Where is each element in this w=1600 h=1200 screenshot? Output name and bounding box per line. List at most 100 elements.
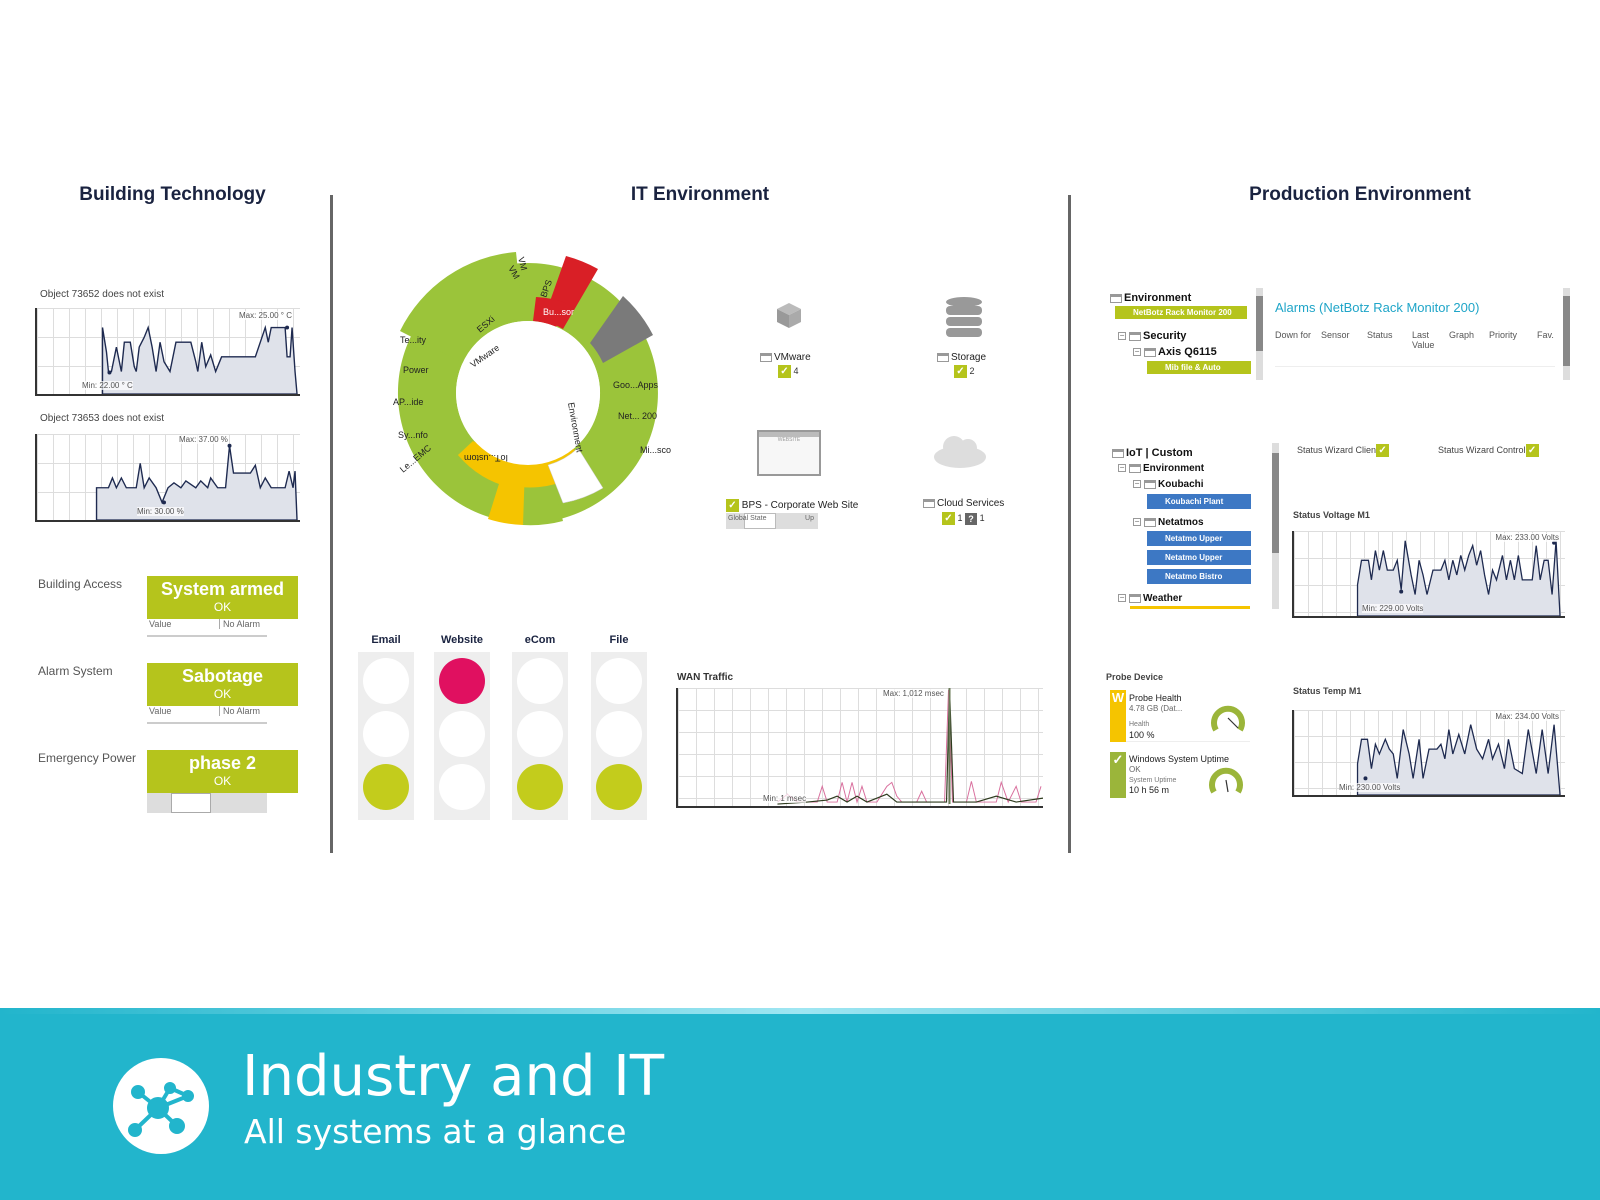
svg-text:Te...ity: Te...ity <box>400 335 427 345</box>
traffic-light-file[interactable] <box>591 652 647 820</box>
cloud-services-tile[interactable]: Cloud Services <box>923 498 1004 509</box>
banner-title: Industry and IT <box>242 1044 665 1109</box>
emergency-power-status[interactable]: phase 2 OK <box>147 750 298 793</box>
probe-value: 10 h 56 m <box>1129 785 1170 795</box>
group-icon <box>1110 293 1122 303</box>
check-icon: ✓ <box>726 499 739 512</box>
group-icon <box>923 498 935 508</box>
alarm-system-status[interactable]: Sabotage OK <box>147 663 298 706</box>
tile-label: Storage <box>951 352 987 363</box>
sensor-netatmo-upper[interactable]: Netatmo Upper <box>1147 550 1251 565</box>
storage-tile[interactable]: Storage <box>937 352 986 363</box>
tile-label: Cloud Services <box>937 498 1005 509</box>
alarms-title: Alarms (NetBotz Rack Monitor 200) <box>1275 300 1480 315</box>
traffic-light-label: Website <box>441 634 483 646</box>
vmware-cube-icon <box>774 300 814 332</box>
status-subrow: Value No Alarm <box>147 619 267 637</box>
banner-subtitle: All systems at a glance <box>244 1112 627 1151</box>
column-header: Priority <box>1489 330 1518 340</box>
chart-min-label: Min: 229.00 Volts <box>1362 604 1424 613</box>
check-icon: ✓ <box>1525 444 1539 457</box>
vmware-ok-count: ✓ 4 <box>778 365 799 378</box>
cloud-icon <box>932 433 988 474</box>
windows-uptime-item[interactable]: ✓ Windows System Uptime OK System Uptime… <box>1110 752 1250 804</box>
check-icon: ✓ <box>1376 444 1390 457</box>
tree-node-iot-custom[interactable]: IoT | Custom <box>1112 447 1193 459</box>
subrow-col2: No Alarm <box>219 619 260 629</box>
traffic-light-email[interactable] <box>358 652 414 820</box>
wan-traffic-title: WAN Traffic <box>677 672 734 683</box>
group-icon <box>1129 463 1141 473</box>
production-environment-title: Production Environment <box>1249 184 1471 205</box>
building-access-status[interactable]: System armed OK <box>147 576 298 619</box>
tree-node-koubachi[interactable]: − Koubachi <box>1133 479 1204 490</box>
chart-max-label: Max: 37.00 % <box>179 435 228 444</box>
tree-scrollbar[interactable] <box>1256 288 1263 380</box>
tree-node-netatmos[interactable]: − Netatmos <box>1133 517 1204 528</box>
ok-badge: ✓ <box>1110 752 1126 798</box>
svg-text:Mi...sco: Mi...sco <box>640 445 671 455</box>
traffic-light-ecom[interactable] <box>512 652 568 820</box>
sensor-netatmo-bistro[interactable]: Netatmo Bistro <box>1147 569 1251 584</box>
status-state: OK <box>213 687 232 701</box>
group-icon <box>1112 448 1124 458</box>
corporate-website-tile[interactable]: ✓ BPS - Corporate Web Site <box>726 499 858 512</box>
column-header: Status <box>1367 330 1393 340</box>
status-subrow: Value No Alarm <box>147 706 267 724</box>
alarm-system-label: Alarm System <box>38 664 113 678</box>
tree-node-environment[interactable]: Environment <box>1110 292 1191 304</box>
status-value: Sabotage <box>181 666 264 686</box>
svg-text:Bu...sor: Bu...sor <box>543 307 574 317</box>
column-divider <box>1068 195 1071 853</box>
network-logo-icon <box>113 1058 209 1154</box>
subrow-col1: Value <box>149 619 172 629</box>
voltage-chart[interactable]: Max: 233.00 Volts Min: 229.00 Volts <box>1292 531 1565 618</box>
group-icon <box>1129 593 1141 603</box>
svg-text:AP...ide: AP...ide <box>393 397 423 407</box>
group-icon <box>760 352 772 362</box>
chart-caption: Object 73653 does not exist <box>40 413 164 424</box>
sensor-netatmo-upper[interactable]: Netatmo Upper <box>1147 531 1251 546</box>
unknown-icon: ? <box>965 512 978 525</box>
probe-name: Windows System Uptime <box>1129 754 1230 764</box>
wan-traffic-chart[interactable]: Max: 1,012 msec Min: 1 msec <box>676 688 1043 808</box>
probe-value: 100 % <box>1129 730 1155 740</box>
chart-caption: Object 73652 does not exist <box>40 289 164 300</box>
iot-scrollbar[interactable] <box>1272 443 1279 609</box>
subrow-col2: No Alarm <box>219 706 260 716</box>
humidity-chart[interactable]: Max: 37.00 % Min: 30.00 % <box>35 434 300 522</box>
website-browser-icon: WEBSITE <box>757 430 821 476</box>
chart-min-label: Min: 22.00 ° C <box>82 381 133 390</box>
weather-bar <box>1130 606 1250 609</box>
check-icon: ✓ <box>942 512 955 525</box>
group-icon <box>1144 517 1156 527</box>
sensor-koubachi-plant[interactable]: Koubachi Plant <box>1147 494 1251 509</box>
vmware-tile[interactable]: VMware <box>760 352 811 363</box>
building-access-label: Building Access <box>38 577 123 591</box>
chart-min-label: Min: 230.00 Volts <box>1339 783 1401 792</box>
chart-max-label: Max: 234.00 Volts <box>1495 712 1559 721</box>
temperature-chart[interactable]: Max: 25.00 ° C Min: 22.00 ° C <box>35 308 300 396</box>
sunburst-chart[interactable]: VMware ESXi VM VM BPS Bu...sor Power AP.… <box>380 238 680 558</box>
alarms-scrollbar[interactable] <box>1563 288 1570 380</box>
traffic-light-label: eCom <box>524 634 556 646</box>
voltage-title: Status Voltage M1 <box>1293 510 1370 520</box>
check-icon: ✓ <box>954 365 967 378</box>
tree-node-environment[interactable]: − Environment <box>1118 463 1205 474</box>
tree-node-weather[interactable]: − Weather <box>1118 593 1183 604</box>
traffic-light-website[interactable] <box>434 652 490 820</box>
temp-chart[interactable]: Max: 234.00 Volts Min: 230.00 Volts <box>1292 710 1565 797</box>
status-wizard-control: Status Wizard Control ✓ <box>1438 444 1539 457</box>
check-icon: ✓ <box>778 365 791 378</box>
tree-node-security[interactable]: − Security <box>1118 330 1187 342</box>
tree-node-axis[interactable]: − Axis Q6115 <box>1133 346 1217 358</box>
emergency-power-subrow <box>147 793 267 813</box>
tree-node-netbotz-selected[interactable]: NetBotz Rack Monitor 200 <box>1115 306 1247 319</box>
footer-banner: Industry and IT All systems at a glance <box>0 1008 1600 1200</box>
chart-min-label: Min: 30.00 % <box>137 507 184 516</box>
tree-node-mib-file[interactable]: Mib file & Auto <box>1147 361 1251 374</box>
probe-metric: Health <box>1129 721 1150 728</box>
tile-label: BPS - Corporate Web Site <box>741 500 859 512</box>
probe-health-item[interactable]: W Probe Health 4.78 GB (Dat... Health 10… <box>1110 690 1250 742</box>
column-header: Last Value <box>1412 330 1435 350</box>
